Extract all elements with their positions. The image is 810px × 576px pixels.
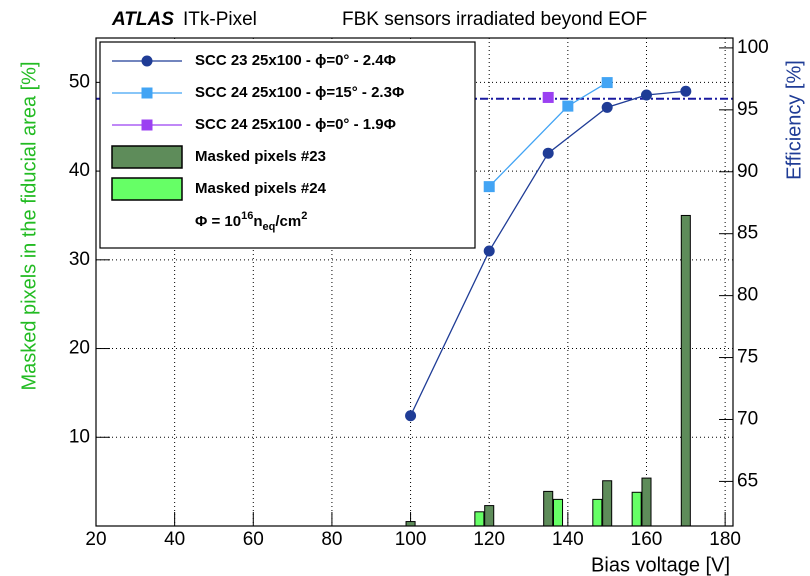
legend-note-part: 2 <box>301 210 307 222</box>
y-tick-label: 20 <box>69 338 90 359</box>
bar <box>405 521 416 527</box>
legend-label: SCC 24 25x100 - ϕ=15° - 2.3Φ <box>195 84 404 101</box>
header-itk: ITk-Pixel <box>183 9 257 30</box>
legend-note: Φ = 1016neq/cm2 <box>195 210 307 233</box>
marker <box>562 100 574 112</box>
plot-frame <box>95 37 734 527</box>
marker <box>141 55 153 67</box>
bar <box>631 491 642 527</box>
marker <box>141 87 153 99</box>
y2-tick-label: 100 <box>737 37 769 58</box>
bar <box>484 505 495 527</box>
series-line <box>409 90 686 417</box>
y-tick-label: 30 <box>69 249 90 270</box>
marker <box>542 147 554 159</box>
marker <box>483 181 495 193</box>
x-tick-label: 20 <box>85 529 106 550</box>
y-tick-label: 40 <box>69 160 90 181</box>
header-atlas: ATLAS <box>111 9 174 30</box>
y2-tick-label: 90 <box>737 161 758 182</box>
bar <box>592 498 603 527</box>
y-tick-label: 50 <box>69 71 90 92</box>
legend-swatch <box>111 177 183 201</box>
legend-note-part: /cm <box>275 213 301 230</box>
y-tick-label: 10 <box>69 426 90 447</box>
bar <box>543 490 554 527</box>
marker <box>405 410 417 422</box>
legend-box <box>99 41 476 249</box>
x-tick-label: 160 <box>631 529 663 550</box>
y2-tick-label: 65 <box>737 470 758 491</box>
legend-label: Masked pixels #24 <box>195 180 327 197</box>
marker <box>601 77 613 89</box>
x-tick-label: 40 <box>164 529 185 550</box>
x-axis-label: Bias voltage [V] <box>591 554 730 576</box>
bar <box>602 480 613 527</box>
marker <box>141 119 153 131</box>
x-tick-label: 120 <box>473 529 505 550</box>
legend-note-part: n <box>253 213 262 230</box>
legend-label: SCC 24 25x100 - ϕ=0° - 1.9Φ <box>195 116 396 133</box>
y2-tick-label: 80 <box>737 285 758 306</box>
y2-tick-label: 75 <box>737 347 758 368</box>
legend-note-part: 16 <box>241 210 253 222</box>
legend-label: Masked pixels #23 <box>195 148 326 165</box>
x-tick-label: 180 <box>709 529 741 550</box>
marker <box>483 245 495 257</box>
legend-note-part: eq <box>263 221 276 233</box>
header-title: FBK sensors irradiated beyond EOF <box>342 9 647 30</box>
x-tick-label: 60 <box>243 529 264 550</box>
bar <box>680 214 691 527</box>
y-axis-label: Masked pixels in the fiducial area [%] <box>18 61 40 390</box>
x-tick-label: 80 <box>321 529 342 550</box>
legend-label: SCC 23 25x100 - ϕ=0° - 2.4Φ <box>195 52 396 69</box>
legend-note-part: Φ = 10 <box>195 213 241 230</box>
marker <box>542 91 554 103</box>
marker <box>680 85 692 97</box>
marker <box>601 101 613 113</box>
y2-tick-label: 95 <box>737 99 758 120</box>
y2-tick-label: 70 <box>737 408 758 429</box>
y2-axis-label: Efficiency [%] <box>783 60 805 180</box>
bar <box>641 477 652 527</box>
bar <box>474 511 485 527</box>
marker <box>640 89 652 101</box>
x-tick-label: 100 <box>395 529 427 550</box>
x-tick-label: 140 <box>552 529 584 550</box>
bar <box>552 498 564 527</box>
y2-tick-label: 85 <box>737 223 758 244</box>
legend-swatch <box>111 145 183 169</box>
